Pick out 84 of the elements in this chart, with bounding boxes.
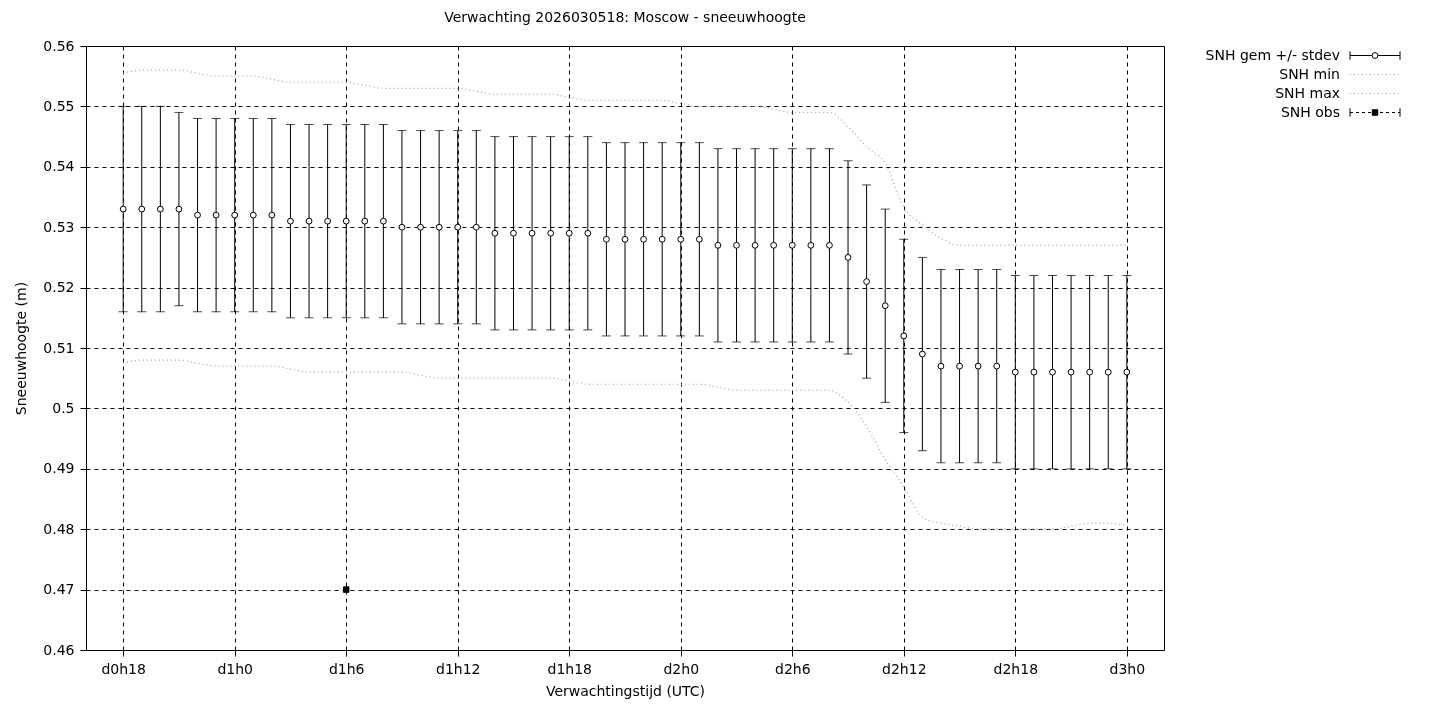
point (528, 229, 536, 237)
point (194, 211, 201, 219)
point (156, 205, 164, 213)
y-axis-title: Sneeuwhoogte (m) (13, 281, 30, 416)
legend-label: SNH gem +/- stdev (1205, 46, 1340, 63)
y-tick-label: 0.53 (43, 218, 75, 235)
point (956, 362, 963, 370)
point (417, 223, 424, 231)
point (1011, 368, 1019, 376)
y-tick-label: 0.51 (43, 339, 75, 356)
point (677, 235, 685, 243)
y-tick-label: 0.49 (43, 460, 75, 477)
point (621, 235, 629, 243)
x-tick-label: d1h18 (547, 660, 592, 677)
point (751, 241, 759, 249)
point (826, 241, 833, 249)
y-tick-label: 0.56 (43, 37, 75, 54)
x-tick-label: d2h0 (663, 660, 700, 677)
point (565, 229, 573, 237)
point (1030, 368, 1038, 376)
point (231, 211, 239, 219)
point (844, 253, 852, 261)
point (881, 302, 889, 310)
x-tick-label: d2h6 (774, 660, 811, 677)
point (918, 350, 926, 358)
point (398, 223, 406, 231)
point (379, 217, 387, 225)
point (491, 229, 499, 237)
point (287, 217, 294, 225)
x-tick-label: d1h6 (328, 660, 365, 677)
y-tick-label: 0.54 (43, 158, 75, 175)
y-tick-label: 0.46 (43, 641, 75, 658)
point (863, 278, 871, 285)
legend-label: SNH max (1275, 84, 1340, 101)
point (603, 235, 610, 243)
point (1123, 368, 1131, 376)
point (1086, 368, 1094, 376)
point (324, 217, 332, 225)
point (472, 223, 480, 231)
point (584, 229, 592, 237)
point (268, 211, 276, 219)
y-tick-label: 0.52 (43, 279, 75, 296)
x-axis-title: Verwachtingstijd (UTC) (545, 682, 706, 699)
legend-label: SNH min (1279, 65, 1340, 82)
point (788, 241, 796, 249)
point (807, 241, 815, 249)
point (1067, 368, 1075, 376)
point (993, 362, 1001, 370)
x-tick-label: d2h12 (882, 660, 927, 677)
point (454, 223, 462, 231)
point (900, 332, 908, 340)
point (714, 241, 722, 249)
point (119, 205, 127, 213)
y-tick-label: 0.47 (43, 581, 75, 598)
point (640, 235, 647, 243)
point (658, 235, 666, 243)
point (547, 229, 555, 237)
point (770, 241, 778, 249)
point (138, 205, 146, 213)
legend-label: SNH obs (1280, 103, 1340, 120)
point (1104, 368, 1112, 376)
y-tick-label: 0.48 (43, 520, 75, 537)
point (342, 217, 350, 225)
point (435, 223, 443, 231)
x-tick-label: d0h18 (101, 660, 146, 677)
x-tick-label: d1h12 (435, 660, 481, 677)
chart-title: Verwachting 2026030518: Moscow - sneeuwhoogte (444, 9, 806, 25)
point (937, 362, 945, 370)
point (305, 217, 313, 225)
point (175, 205, 183, 213)
x-tick-label: d1h0 (217, 660, 253, 677)
x-tick-label: d3h0 (1109, 660, 1146, 677)
line-series (122, 69, 1128, 246)
x-tick-label: d2h18 (993, 660, 1039, 677)
point (733, 241, 740, 249)
point (510, 229, 517, 237)
point (249, 211, 257, 219)
point (361, 217, 369, 225)
point (695, 235, 703, 243)
point (974, 362, 982, 370)
y-tick-label: 0.55 (43, 97, 75, 114)
y-tick-label: 0.5 (52, 399, 75, 416)
point (1049, 368, 1056, 376)
point (212, 211, 220, 219)
